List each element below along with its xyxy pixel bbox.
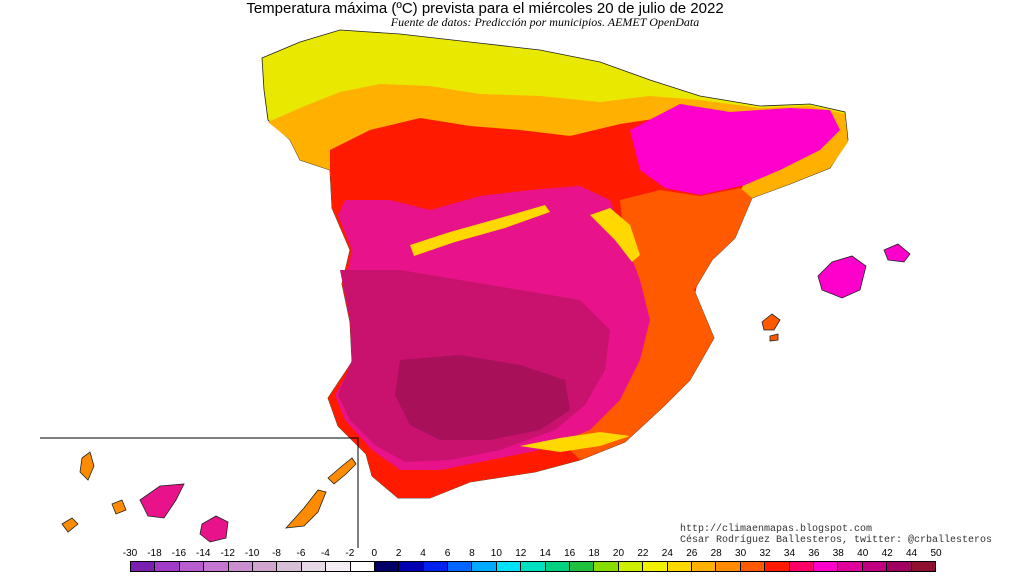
map-subtitle: Fuente de datos: Predicción por municipi… — [390, 15, 700, 29]
legend-swatch — [716, 562, 741, 571]
credit-author: César Rodríguez Ballesteros, twitter: @c… — [680, 535, 993, 546]
legend-tick-label: 20 — [612, 548, 625, 559]
legend-swatch — [350, 562, 375, 571]
legend-swatch — [813, 562, 839, 571]
legend-tick-label: 40 — [857, 548, 869, 559]
legend-tick-label: 4 — [420, 548, 426, 559]
island-menorca — [883, 243, 911, 263]
legend-tick-label: 50 — [930, 548, 942, 559]
legend-labels: -30 -18 -16 -14 -12 -10 -8 -6 -4 -2 0 2 4 6 8 10 12 14 16 1… — [0, 548, 1024, 560]
legend-swatch — [399, 562, 424, 571]
legend-tick-label: 28 — [710, 548, 722, 559]
legend-swatch — [131, 562, 156, 571]
legend-tick-label: 14 — [539, 548, 551, 559]
legend-tick-label: -2 — [345, 548, 355, 559]
legend-swatch — [618, 562, 644, 571]
legend-tick-label: 2 — [395, 548, 402, 559]
legend-swatch — [521, 562, 546, 571]
region-ebro-valley — [630, 104, 840, 195]
legend-swatch — [228, 562, 253, 571]
legend-swatch — [594, 562, 619, 571]
legend-tick-label: -18 — [147, 548, 162, 559]
legend-swatch — [204, 562, 229, 571]
legend-swatch — [838, 562, 863, 571]
legend-swatch — [765, 562, 790, 571]
island-fuerteventura — [284, 489, 327, 529]
legend-tick-label: 36 — [808, 548, 820, 559]
legend-swatch — [374, 562, 400, 571]
legend-tick-label: 38 — [832, 548, 844, 559]
legend-tick-label: 8 — [469, 548, 475, 559]
legend-tick-label: 24 — [661, 548, 673, 559]
legend-tick-label: 30 — [735, 548, 747, 559]
island-ibiza — [761, 313, 781, 331]
legend-tick-label: 42 — [881, 548, 893, 559]
legend-swatch — [326, 562, 351, 571]
legend-tick-label: -6 — [296, 548, 306, 559]
legend-swatch — [252, 562, 278, 571]
legend-tick-label: -16 — [171, 548, 187, 559]
legend-tick-label: 44 — [906, 548, 918, 559]
legend-swatch — [448, 562, 473, 571]
legend-swatch — [643, 562, 668, 571]
legend-tick-label: -12 — [220, 548, 235, 559]
island-formentera — [769, 333, 779, 342]
mountain-central-system — [410, 205, 550, 256]
legend-tick-label: 34 — [783, 548, 796, 559]
legend-tick-label: 16 — [564, 548, 576, 559]
legend-swatch — [423, 562, 449, 571]
legend-swatch — [496, 562, 522, 571]
region-guadalquivir — [395, 355, 570, 440]
legend-swatch — [179, 562, 205, 571]
legend-swatch — [155, 562, 180, 571]
island-mallorca — [817, 255, 867, 299]
legend-tick-label: 26 — [686, 548, 698, 559]
legend-swatch — [887, 562, 912, 571]
credit-url: http://climaenmapas.blogspot.com — [680, 524, 873, 535]
legend-swatch — [789, 562, 814, 571]
legend-swatch — [691, 562, 717, 571]
legend-swatch — [301, 562, 327, 571]
legend-tick-label: 6 — [444, 548, 451, 559]
legend-swatch — [472, 562, 497, 571]
map-title: Temperatura máxima (ºC) prevista para el… — [246, 0, 724, 17]
legend-swatch — [667, 562, 692, 571]
legend-colorbar — [130, 561, 936, 572]
mountain-iberian-system — [590, 208, 640, 262]
island-tenerife — [139, 483, 185, 519]
legend-tick-label: 12 — [515, 548, 527, 559]
legend-swatch — [570, 562, 595, 571]
legend-tick-label: -10 — [244, 548, 260, 559]
legend-tick-label: -8 — [272, 548, 281, 559]
legend-tick-label: -4 — [320, 548, 330, 559]
island-gran-canaria — [199, 515, 229, 543]
legend-tick-label: 10 — [490, 548, 502, 559]
canary-inset-border — [40, 437, 359, 548]
legend-tick-label: -30 — [122, 548, 138, 559]
legend-swatch — [545, 562, 571, 571]
island-la-palma — [79, 451, 95, 481]
island-el-hierro — [61, 517, 79, 533]
legend-swatch — [277, 562, 302, 571]
mountain-betic-system — [520, 432, 630, 452]
legend-tick-label: 22 — [637, 548, 649, 559]
legend-swatch — [862, 562, 888, 571]
legend-tick-label: 18 — [588, 548, 600, 559]
island-lanzarote — [327, 457, 357, 485]
legend-swatch — [911, 562, 935, 571]
legend-tick-label: 32 — [759, 548, 771, 559]
legend-tick-label: 0 — [371, 548, 378, 559]
legend-swatch — [740, 562, 766, 571]
island-la-gomera — [111, 499, 127, 515]
legend-tick-label: -14 — [196, 548, 211, 559]
